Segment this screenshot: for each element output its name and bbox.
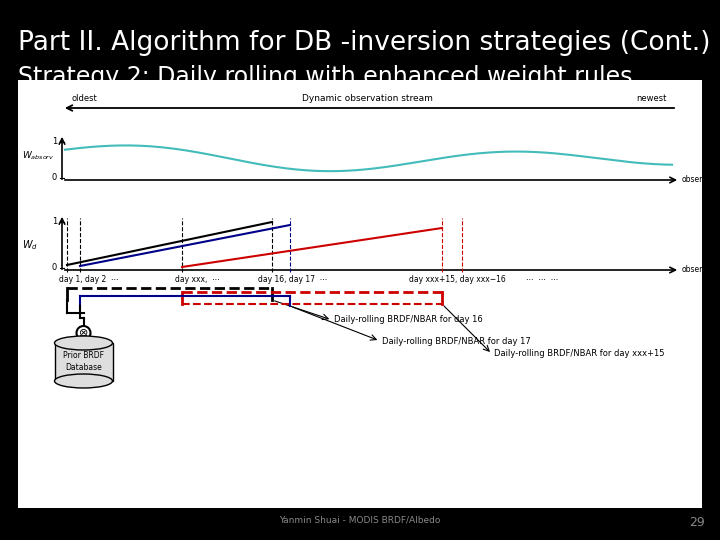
Text: $W_d$: $W_d$ [22,238,38,252]
Bar [55,343,112,381]
Text: newest: newest [636,94,667,103]
Text: Daily-rolling BRDF/NBAR for day 16: Daily-rolling BRDF/NBAR for day 16 [334,315,482,325]
Text: Database: Database [65,363,102,373]
Text: ⋯  ⋯  ⋯: ⋯ ⋯ ⋯ [526,275,558,284]
Ellipse shape [55,336,112,350]
Text: day xxx+15, day xxx−16: day xxx+15, day xxx−16 [409,275,505,284]
Text: 0: 0 [52,264,57,273]
Text: 1: 1 [52,218,57,226]
Text: Daily-rolling BRDF/NBAR for day 17: Daily-rolling BRDF/NBAR for day 17 [382,336,531,346]
Text: Part II. Algorithm for DB -inversion strategies (Cont.): Part II. Algorithm for DB -inversion str… [18,30,711,56]
Text: Daily-rolling BRDF/NBAR for day xxx+15: Daily-rolling BRDF/NBAR for day xxx+15 [494,349,665,359]
Text: 1: 1 [52,138,57,146]
Text: observation: observation [682,266,720,274]
Text: day 1, day 2  ⋯: day 1, day 2 ⋯ [59,275,118,284]
Text: Dynamic observation stream: Dynamic observation stream [302,94,433,103]
Text: $W_{absorv}$: $W_{absorv}$ [22,150,54,162]
Text: Prior BRDF: Prior BRDF [63,352,104,361]
Text: Yanmin Shuai - MODIS BRDF/Albedo: Yanmin Shuai - MODIS BRDF/Albedo [279,516,441,524]
Text: ⊗: ⊗ [78,328,88,338]
Text: 0: 0 [52,173,57,183]
Bar [18,80,702,508]
Text: 29: 29 [689,516,705,529]
Text: oldest: oldest [72,94,98,103]
Text: Strategy 2: Daily rolling with enhanced weight rules: Strategy 2: Daily rolling with enhanced … [18,65,632,89]
Text: day 16, day 17  ⋯: day 16, day 17 ⋯ [258,275,328,284]
Text: observation: observation [682,176,720,185]
Ellipse shape [55,374,112,388]
Text: day xxx,  ⋯: day xxx, ⋯ [175,275,220,284]
